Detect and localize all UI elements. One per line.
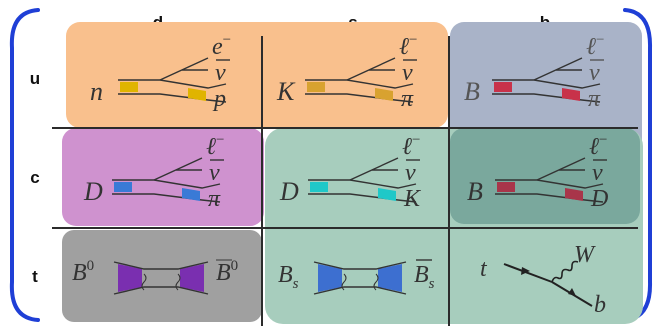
ud-tube-bottom [118, 93, 227, 103]
us-hadron-label: π [401, 86, 414, 112]
cb-tube-bottom [495, 193, 604, 203]
region-grey-td [62, 230, 262, 322]
cb-final-blob [565, 188, 583, 201]
ub-tube-top [492, 79, 601, 89]
tb-bottom-quark-label: b [594, 292, 606, 318]
cb-lepton-line [536, 157, 586, 181]
cell-cs: Dℓ−νK [279, 132, 422, 212]
td-box-line-top [113, 261, 209, 270]
cd-lepton-line [153, 157, 203, 181]
ts-box-line-bottom [313, 286, 407, 295]
cell-td: B0 B0 [72, 258, 238, 295]
tb-bottom-arrow [568, 288, 576, 296]
cb-tube-top [495, 179, 604, 189]
left-bracket [9, 8, 40, 322]
ud-tube-top [118, 79, 227, 89]
ts-wiggle [341, 273, 379, 291]
td-box-line-bottom [113, 286, 209, 295]
ub-final-blob [562, 88, 580, 101]
tb-top-quark-label: t [480, 256, 488, 282]
region-orange-ud-us [66, 22, 448, 128]
tb-top-arrow [521, 267, 530, 275]
ud-lepton-line [159, 57, 209, 81]
ts-right-blob [378, 264, 402, 292]
td-left-blob [118, 264, 142, 292]
cell-cd: Dℓ−νπ [83, 132, 224, 212]
us-initial-label: K [276, 77, 296, 106]
ud-nu-label: ν [215, 60, 226, 86]
us-tube-bottom [305, 93, 414, 103]
us-nu-label: ν [402, 60, 413, 86]
us-lepton-line [346, 57, 396, 81]
ub-initial-blob [494, 82, 512, 92]
ub-lepton-label: ℓ− [586, 32, 604, 60]
ud-lepton-label: e− [212, 32, 231, 60]
ts-left-label: Bs [278, 262, 299, 292]
tb-w-wiggle [551, 260, 579, 283]
cd-lepton-label: ℓ− [206, 132, 224, 160]
ub-tube-bottom [492, 93, 601, 103]
us-lepton-label: ℓ− [399, 32, 417, 60]
ud-final-blob [188, 88, 206, 101]
us-initial-blob [307, 82, 325, 92]
td-wiggle [141, 273, 181, 291]
cell-cb: Bℓ−νD [467, 132, 608, 212]
td-right-label: B0 [216, 258, 238, 286]
cb-lepton-label: ℓ− [589, 132, 607, 160]
cs-final-blob [378, 188, 396, 201]
cell-us: Kℓ−νπ [276, 32, 417, 112]
ts-left-blob [318, 264, 342, 292]
cd-nu-label: ν [209, 160, 220, 186]
cd-tube-top [112, 179, 221, 189]
cs-initial-blob [310, 182, 328, 192]
tb-top-line [503, 263, 553, 283]
cb-hadron-label: D [590, 186, 608, 212]
cb-nu-label: ν [592, 160, 603, 186]
cs-tube-top [308, 179, 417, 189]
row-header-u: u [30, 69, 40, 88]
td-right-blob [180, 264, 204, 292]
cs-lepton-label: ℓ− [402, 132, 420, 160]
cb-initial-label: B [467, 177, 483, 206]
cs-nu-label: ν [405, 160, 416, 186]
ts-box-line-top [313, 261, 407, 270]
ud-initial-blob [120, 82, 138, 92]
td-left-label: B0 [72, 258, 94, 286]
cs-tube-bottom [308, 193, 417, 203]
cs-lepton-line [349, 157, 399, 181]
cd-final-blob [182, 188, 200, 201]
tb-w-boson-label: W [574, 242, 596, 268]
cell-tb: t W b [480, 242, 606, 318]
cs-hadron-label: K [403, 186, 422, 212]
us-tube-top [305, 79, 414, 89]
ub-hadron-label: π [588, 86, 601, 112]
row-header-c: c [30, 168, 39, 187]
cell-ub: Bℓ−νπ [464, 32, 604, 112]
ub-lepton-line [533, 57, 583, 81]
ub-initial-label: B [464, 77, 480, 106]
ts-right-label: Bs [414, 262, 435, 292]
cell-ts: Bs Bs [278, 259, 435, 295]
ub-nu-label: ν [589, 60, 600, 86]
cb-initial-blob [497, 182, 515, 192]
ud-hadron-label: p [212, 86, 226, 112]
row-header-t: t [32, 267, 38, 286]
cd-initial-blob [114, 182, 132, 192]
cd-initial-label: D [83, 177, 103, 206]
ud-initial-label: n [90, 77, 103, 106]
cd-hadron-label: π [208, 186, 221, 212]
us-final-blob [375, 88, 393, 101]
cd-tube-bottom [112, 193, 221, 203]
cs-initial-label: D [279, 177, 299, 206]
cell-ud: n e−νp [90, 32, 231, 112]
